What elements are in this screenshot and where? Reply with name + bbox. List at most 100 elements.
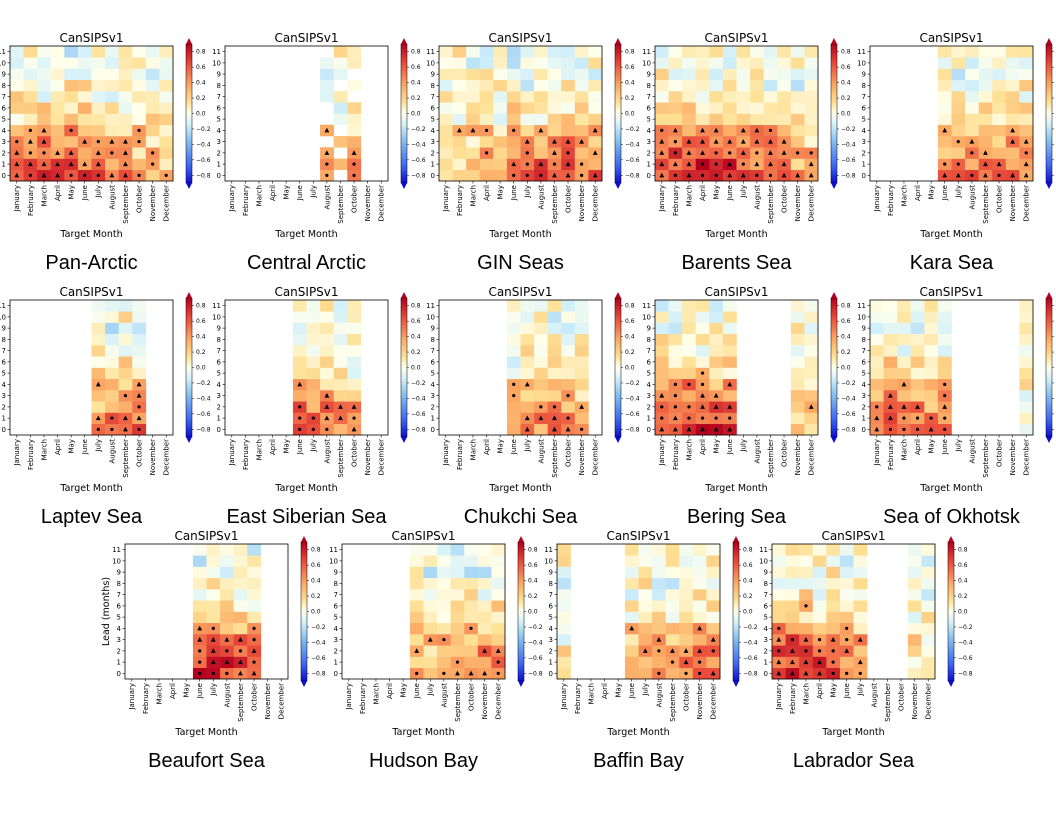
y-tick-label: 1	[764, 659, 768, 667]
heat-cell	[937, 311, 952, 323]
heat-cell	[423, 589, 438, 601]
triangle-marker	[538, 161, 544, 167]
triangle-marker	[324, 415, 330, 421]
heat-cell	[10, 79, 24, 92]
triangle-marker	[808, 404, 814, 409]
heat-cell	[547, 333, 562, 346]
heat-cell	[118, 46, 133, 58]
y-tick-label: 2	[2, 403, 6, 411]
triangle-marker	[672, 161, 678, 167]
heat-cell	[477, 566, 492, 579]
y-tick-label: 0	[334, 670, 338, 678]
y-tick-label: 8	[334, 580, 338, 588]
triangle-marker	[592, 150, 598, 155]
colorbar	[185, 297, 193, 438]
heat-cell	[665, 667, 680, 680]
x-tick-label: January	[873, 185, 881, 213]
heat-cell	[233, 577, 248, 590]
heat-cell	[50, 79, 65, 92]
heat-cell	[534, 356, 548, 368]
x-tick-label: April	[816, 683, 824, 699]
y-tick-label: 1	[862, 161, 866, 169]
heat-cell	[464, 600, 479, 612]
y-tick-label: 10	[642, 59, 651, 67]
heat-cell	[192, 611, 207, 624]
heat-cell	[799, 566, 814, 579]
heat-cell	[91, 79, 106, 92]
triangle-marker	[629, 625, 635, 631]
heat-cell	[118, 124, 133, 137]
triangle-marker	[789, 670, 795, 676]
x-tick-label: January	[775, 683, 783, 711]
heat-cell	[812, 577, 827, 590]
heat-cell	[464, 566, 479, 579]
x-tick-label: April	[54, 185, 62, 201]
triangle-marker	[136, 415, 142, 421]
heat-cell	[722, 322, 737, 335]
colorbar-min-arrow	[1046, 183, 1052, 189]
x-tick-label: August	[323, 439, 331, 464]
heat-cell	[692, 634, 707, 646]
heat-cell	[493, 91, 508, 103]
x-tick-label: September	[551, 439, 559, 478]
triangle-marker	[238, 670, 243, 676]
dot-marker	[845, 626, 849, 630]
triangle-marker	[686, 426, 692, 432]
colorbar-tick-label: 0.6	[311, 562, 321, 569]
heat-cell	[159, 158, 174, 171]
x-tick-label: October	[780, 185, 788, 213]
heat-cell	[897, 390, 912, 402]
x-tick-label: May	[283, 439, 291, 453]
y-tick-label: 0	[2, 426, 6, 434]
heat-cell	[132, 102, 147, 114]
heat-cell	[145, 91, 160, 103]
heat-cell	[624, 577, 639, 590]
triangle-marker	[470, 127, 476, 133]
heat-cell	[951, 68, 966, 81]
y-tick-label: 8	[862, 82, 866, 90]
triangle-marker	[197, 625, 203, 631]
heat-cell	[706, 656, 721, 669]
heat-cell	[23, 79, 38, 92]
heat-cell	[624, 645, 639, 657]
colorbar-tick-label: 0.4	[411, 80, 421, 87]
heat-cell	[520, 401, 535, 413]
colorbar-tick-label: 0.6	[841, 64, 851, 71]
y-tick-label: 7	[217, 347, 221, 355]
heat-cell	[709, 345, 724, 357]
heat-cell	[588, 113, 603, 126]
triangle-marker	[659, 172, 665, 178]
heat-cell	[921, 600, 936, 612]
heat-cell	[804, 345, 819, 357]
x-tick-label: May	[497, 185, 505, 199]
heat-cell	[695, 68, 710, 81]
x-tick-label: July	[210, 683, 218, 697]
heat-cell	[883, 367, 898, 380]
heat-cell	[826, 566, 841, 579]
colorbar-max-arrow	[186, 292, 192, 298]
triangle-marker	[659, 150, 665, 155]
heat-cell	[437, 656, 451, 669]
heat-cell	[91, 322, 106, 335]
colorbar-tick-label: 0.8	[411, 49, 421, 56]
heat-cell	[10, 91, 24, 103]
y-tick-label: 2	[117, 647, 121, 655]
triangle-marker	[642, 648, 648, 653]
dot-marker	[943, 162, 947, 166]
heat-cell	[159, 124, 174, 137]
x-tick-label: July	[740, 439, 748, 453]
heat-cell	[668, 367, 683, 380]
heat-cell	[333, 102, 348, 114]
heat-cell	[790, 300, 805, 312]
heat-cell	[547, 311, 562, 323]
region-name: Baffin Bay	[593, 750, 684, 772]
dot-marker	[525, 151, 529, 155]
heat-cell	[665, 622, 680, 635]
x-tick-label: October	[564, 185, 572, 213]
heat-cell	[588, 158, 603, 171]
heat-cell	[464, 589, 479, 601]
triangle-marker	[565, 426, 571, 432]
dot-marker	[888, 427, 892, 431]
x-tick-label: October	[350, 185, 358, 213]
heat-cell	[924, 367, 939, 380]
